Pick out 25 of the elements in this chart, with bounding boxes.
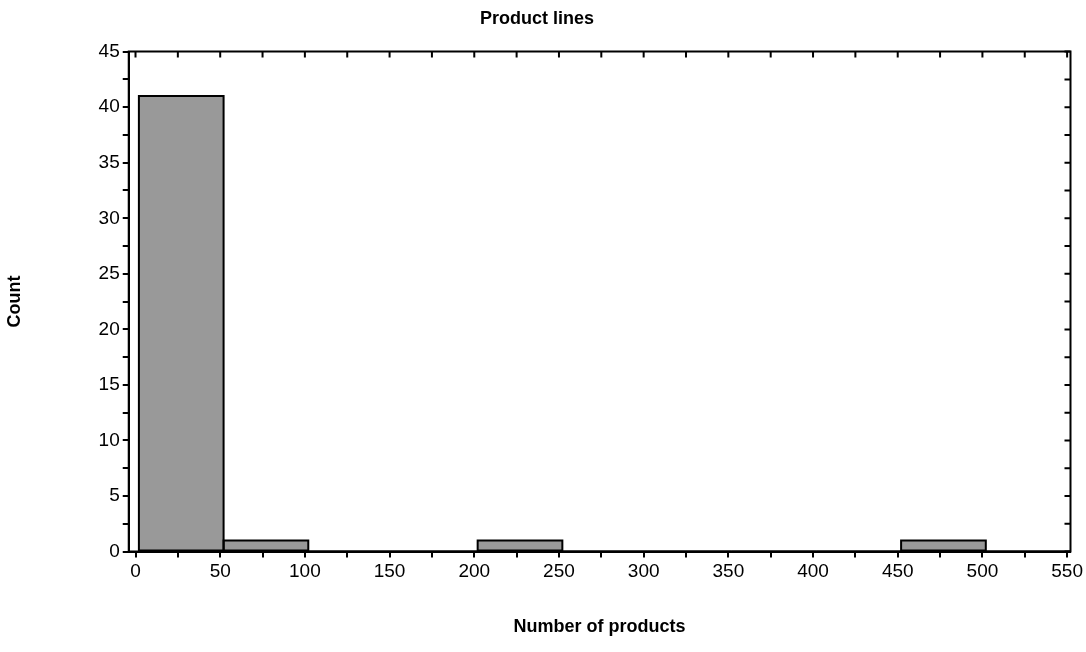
chart-title: Product lines	[479, 7, 595, 28]
x-tick-label: 250	[543, 560, 575, 582]
x-tick-label: 350	[712, 560, 745, 582]
y-tick-label: 30	[98, 206, 120, 228]
y-axis-title: Count	[3, 275, 24, 328]
y-tick-label: 25	[98, 262, 120, 284]
x-axis-title: Number of products	[513, 616, 686, 637]
y-tick-label: 20	[98, 317, 120, 339]
x-tick-label: 300	[627, 560, 660, 582]
x-tick-label: 400	[797, 560, 829, 582]
y-tick-label: 5	[109, 484, 120, 506]
x-tick-label: 100	[289, 560, 321, 582]
x-tick-label: 450	[881, 560, 914, 582]
y-tick-label: 15	[98, 373, 120, 395]
y-tick-label: 0	[109, 539, 120, 561]
x-tick-label: 150	[373, 560, 406, 582]
y-tick-label: 35	[98, 150, 120, 172]
x-tick-label: 0	[130, 560, 141, 582]
y-tick-label: 40	[98, 95, 120, 117]
y-tick-label: 45	[98, 39, 120, 61]
x-tick-label: 50	[209, 560, 231, 582]
x-tick-label: 550	[1051, 560, 1083, 582]
x-tick-label: 500	[966, 560, 999, 582]
x-tick-label: 200	[458, 560, 491, 582]
y-tick-label: 10	[98, 428, 120, 450]
